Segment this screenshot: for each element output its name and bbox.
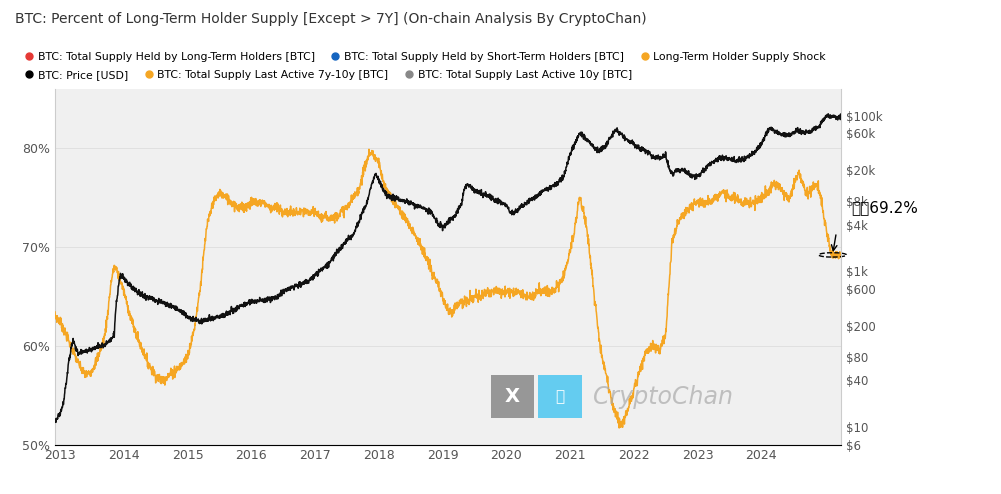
Text: X: X xyxy=(505,387,520,406)
Text: 当前69.2%: 当前69.2% xyxy=(851,200,918,215)
Legend: BTC: Total Supply Held by Long-Term Holders [BTC], BTC: Total Supply Held by Sho: BTC: Total Supply Held by Long-Term Hold… xyxy=(20,47,831,66)
Legend: BTC: Price [USD], BTC: Total Supply Last Active 7y-10y [BTC], BTC: Total Supply : BTC: Price [USD], BTC: Total Supply Last… xyxy=(20,66,637,84)
Text: CryptoChan: CryptoChan xyxy=(594,385,734,409)
Text: BTC: Percent of Long-Term Holder Supply [Except > 7Y] (On-chain Analysis By Cryp: BTC: Percent of Long-Term Holder Supply … xyxy=(15,12,647,26)
Text: 🐦: 🐦 xyxy=(555,389,565,404)
FancyBboxPatch shape xyxy=(539,375,582,418)
FancyBboxPatch shape xyxy=(491,375,535,418)
